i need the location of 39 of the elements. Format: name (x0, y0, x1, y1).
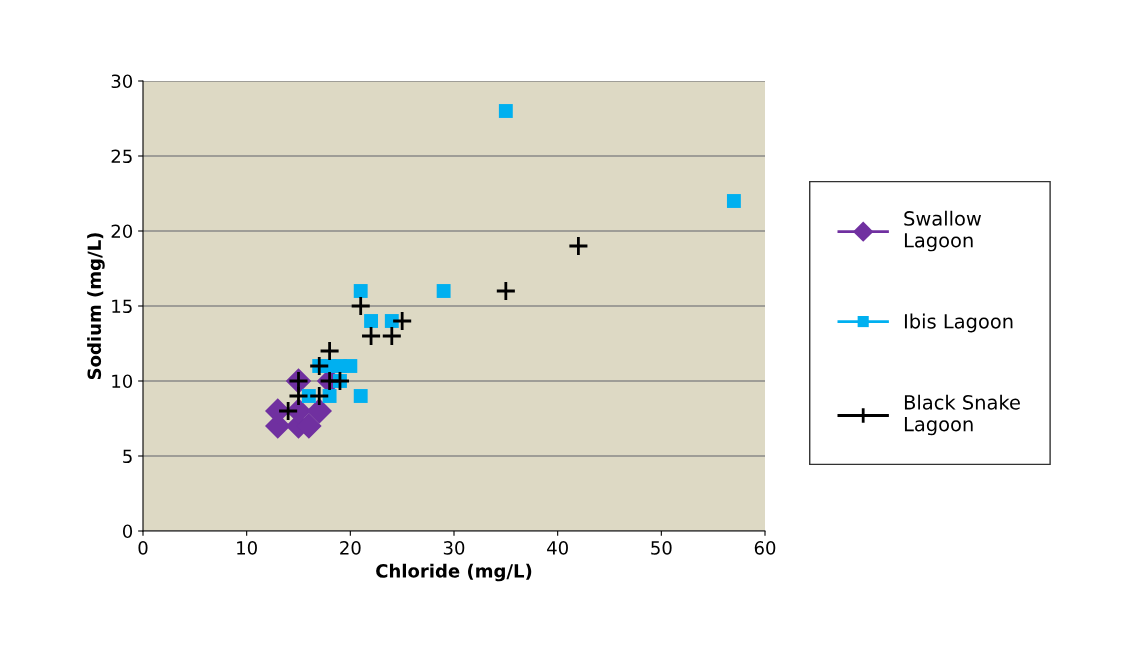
x-tick-label: 20 (340, 541, 361, 555)
x-tick-label: 40 (547, 541, 568, 555)
x-tick-label: 10 (237, 541, 257, 555)
y-tick-label: 30 (111, 74, 133, 89)
point (306, 398, 332, 424)
y-tick-label: 20 (111, 224, 133, 239)
point (381, 325, 403, 347)
y-tick-label: 15 (112, 299, 132, 314)
point (495, 280, 517, 302)
y-tick-label: 10 (112, 374, 133, 389)
point (308, 385, 330, 407)
y-tick-label: 25 (111, 149, 132, 164)
x-tick-label: 0 (138, 541, 148, 555)
point (353, 389, 368, 403)
legend-label: Ibis Lagoon (904, 313, 1013, 333)
x-tick-label: 50 (651, 541, 672, 555)
point (498, 104, 513, 118)
point (364, 314, 379, 328)
x-tick-label: 30 (443, 541, 465, 555)
point (391, 310, 413, 332)
point (353, 284, 368, 298)
y-tick-label: 0 (122, 524, 133, 539)
point (322, 389, 337, 403)
point (384, 314, 399, 328)
x-axis-title: Chloride (mg/L) (376, 563, 532, 582)
y-axis-title: Sodium (mg/L) (87, 233, 105, 380)
x-tick-label: 60 (754, 541, 776, 555)
point (436, 284, 451, 298)
point (350, 295, 372, 317)
legend-label: Swallow Lagoon (904, 210, 982, 252)
point (343, 359, 358, 373)
point (277, 400, 299, 422)
point (288, 385, 309, 407)
point (319, 340, 341, 362)
point (567, 235, 589, 257)
legend-label: Black Snake Lagoon (904, 394, 1020, 436)
y-tick-label: 5 (123, 449, 132, 464)
point (726, 194, 741, 208)
point (360, 325, 382, 347)
